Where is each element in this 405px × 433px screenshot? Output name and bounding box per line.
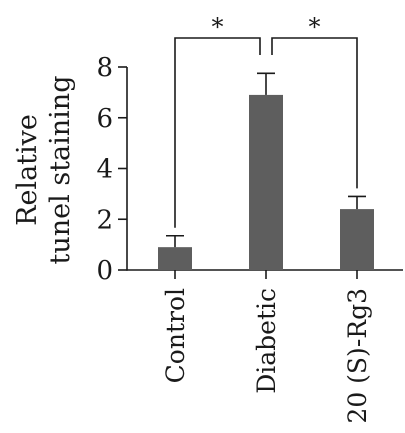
y-tick-label: 0 xyxy=(96,256,113,286)
y-tick-label: 6 xyxy=(96,104,113,134)
x-tick-label: Diabetic xyxy=(252,288,281,394)
significance-bracket xyxy=(271,37,358,189)
significance-bracket xyxy=(174,37,261,228)
significance-label: * xyxy=(212,13,224,41)
y-tick-label: 8 xyxy=(96,53,113,83)
y-tick-label: 4 xyxy=(96,155,113,185)
y-axis-label-line: Relative xyxy=(12,114,43,226)
y-axis-label-line: tunel staining xyxy=(45,76,76,265)
y-ticks: 0 2 4 6 8 xyxy=(96,53,127,286)
bars xyxy=(158,94,374,270)
significance-label: * xyxy=(309,13,321,41)
error-bars xyxy=(166,72,366,248)
y-axis-label: Relative tunel staining xyxy=(12,76,76,265)
bar xyxy=(249,94,283,270)
bar xyxy=(158,247,192,270)
x-ticks: Control Diabetic 20 (S)-Rg3 xyxy=(161,270,372,424)
y-tick-label: 2 xyxy=(96,205,113,235)
x-tick-label: Control xyxy=(161,288,190,383)
significance-brackets: * * xyxy=(174,13,358,228)
x-tick-label: 20 (S)-Rg3 xyxy=(343,288,372,424)
bar xyxy=(340,209,374,270)
